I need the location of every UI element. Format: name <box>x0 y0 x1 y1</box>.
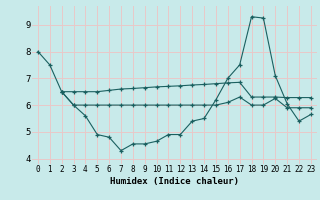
X-axis label: Humidex (Indice chaleur): Humidex (Indice chaleur) <box>110 177 239 186</box>
